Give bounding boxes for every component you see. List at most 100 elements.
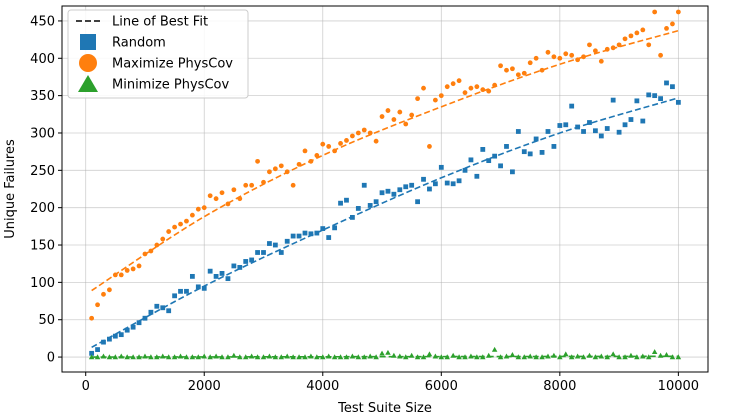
- x-tick-label: 8000: [543, 379, 576, 394]
- data-point: [669, 354, 676, 360]
- data-point: [651, 349, 658, 355]
- data-point: [373, 138, 379, 144]
- data-point: [314, 230, 320, 236]
- data-point: [664, 26, 669, 31]
- data-point: [474, 84, 480, 90]
- data-point: [355, 354, 362, 360]
- data-point: [402, 354, 409, 360]
- legend-circle-icon: [79, 54, 97, 72]
- data-point: [640, 353, 646, 359]
- data-point: [533, 354, 539, 360]
- data-point: [261, 179, 266, 185]
- data-point: [492, 82, 498, 88]
- data-point: [154, 354, 160, 360]
- data-point: [427, 186, 432, 192]
- data-point: [249, 257, 255, 263]
- data-point: [243, 259, 249, 264]
- data-point: [213, 353, 219, 359]
- data-point: [130, 354, 136, 360]
- data-point: [391, 117, 397, 122]
- data-point: [88, 354, 95, 360]
- data-point: [154, 242, 160, 248]
- data-point: [338, 141, 343, 146]
- data-point: [515, 72, 521, 78]
- x-tick-label: 6000: [425, 379, 458, 394]
- data-point: [284, 353, 290, 359]
- data-point: [504, 67, 509, 73]
- x-tick-label: 0: [82, 379, 90, 394]
- data-point: [350, 214, 355, 220]
- data-point: [563, 51, 569, 57]
- data-point: [160, 305, 166, 311]
- data-point: [343, 354, 350, 360]
- data-point: [219, 190, 225, 196]
- data-point: [189, 354, 196, 360]
- data-point: [468, 157, 474, 163]
- data-point: [314, 354, 320, 360]
- data-point: [326, 235, 332, 240]
- data-point: [658, 52, 663, 58]
- data-point: [527, 353, 533, 359]
- data-point: [408, 352, 415, 358]
- data-point: [616, 129, 622, 135]
- data-point: [586, 352, 593, 358]
- data-point: [361, 182, 367, 188]
- legend-square-icon: [80, 34, 96, 50]
- data-point: [385, 108, 391, 113]
- data-point: [385, 188, 391, 194]
- x-axis-label: Test Suite Size: [337, 401, 432, 416]
- data-point: [118, 332, 124, 338]
- data-point: [177, 353, 184, 359]
- data-point: [195, 206, 201, 212]
- data-point: [510, 169, 515, 175]
- x-tick-label: 10000: [658, 379, 699, 394]
- data-point: [397, 109, 403, 115]
- data-point: [557, 354, 563, 360]
- data-point: [426, 351, 433, 357]
- data-point: [391, 352, 397, 358]
- y-tick-label: 250: [30, 164, 55, 179]
- data-point: [361, 354, 368, 360]
- data-point: [420, 354, 427, 360]
- data-point: [267, 241, 272, 246]
- data-point: [474, 173, 480, 179]
- data-point: [521, 149, 527, 155]
- y-axis: 0 50 100 150 200 250 300 350 400 450: [30, 14, 62, 366]
- data-point: [604, 126, 610, 131]
- data-point: [373, 354, 379, 360]
- data-point: [367, 203, 373, 208]
- data-point: [581, 54, 586, 60]
- data-point: [367, 353, 373, 359]
- data-point: [450, 81, 456, 87]
- data-point: [344, 138, 349, 143]
- data-point: [107, 287, 112, 293]
- data-point: [231, 352, 237, 358]
- data-point: [213, 273, 219, 279]
- data-point: [592, 48, 598, 54]
- data-point: [622, 354, 628, 360]
- data-point: [610, 351, 616, 357]
- data-point: [255, 158, 260, 164]
- data-point: [337, 354, 344, 360]
- data-point: [278, 354, 285, 360]
- data-point: [237, 196, 243, 202]
- data-point: [160, 236, 166, 242]
- data-point: [124, 268, 130, 273]
- data-point: [551, 54, 557, 60]
- data-point: [201, 205, 207, 211]
- data-point: [267, 169, 272, 175]
- data-point: [646, 42, 652, 48]
- data-point: [136, 354, 142, 360]
- data-point: [178, 221, 183, 227]
- best-fit-lines: [91, 29, 679, 358]
- data-point: [225, 354, 231, 360]
- data-point: [580, 354, 587, 360]
- data-point: [569, 103, 575, 109]
- data-point: [403, 121, 409, 127]
- data-point: [118, 353, 125, 359]
- data-point: [480, 354, 486, 360]
- data-point: [409, 112, 415, 118]
- data-point: [154, 303, 160, 309]
- data-point: [569, 52, 575, 58]
